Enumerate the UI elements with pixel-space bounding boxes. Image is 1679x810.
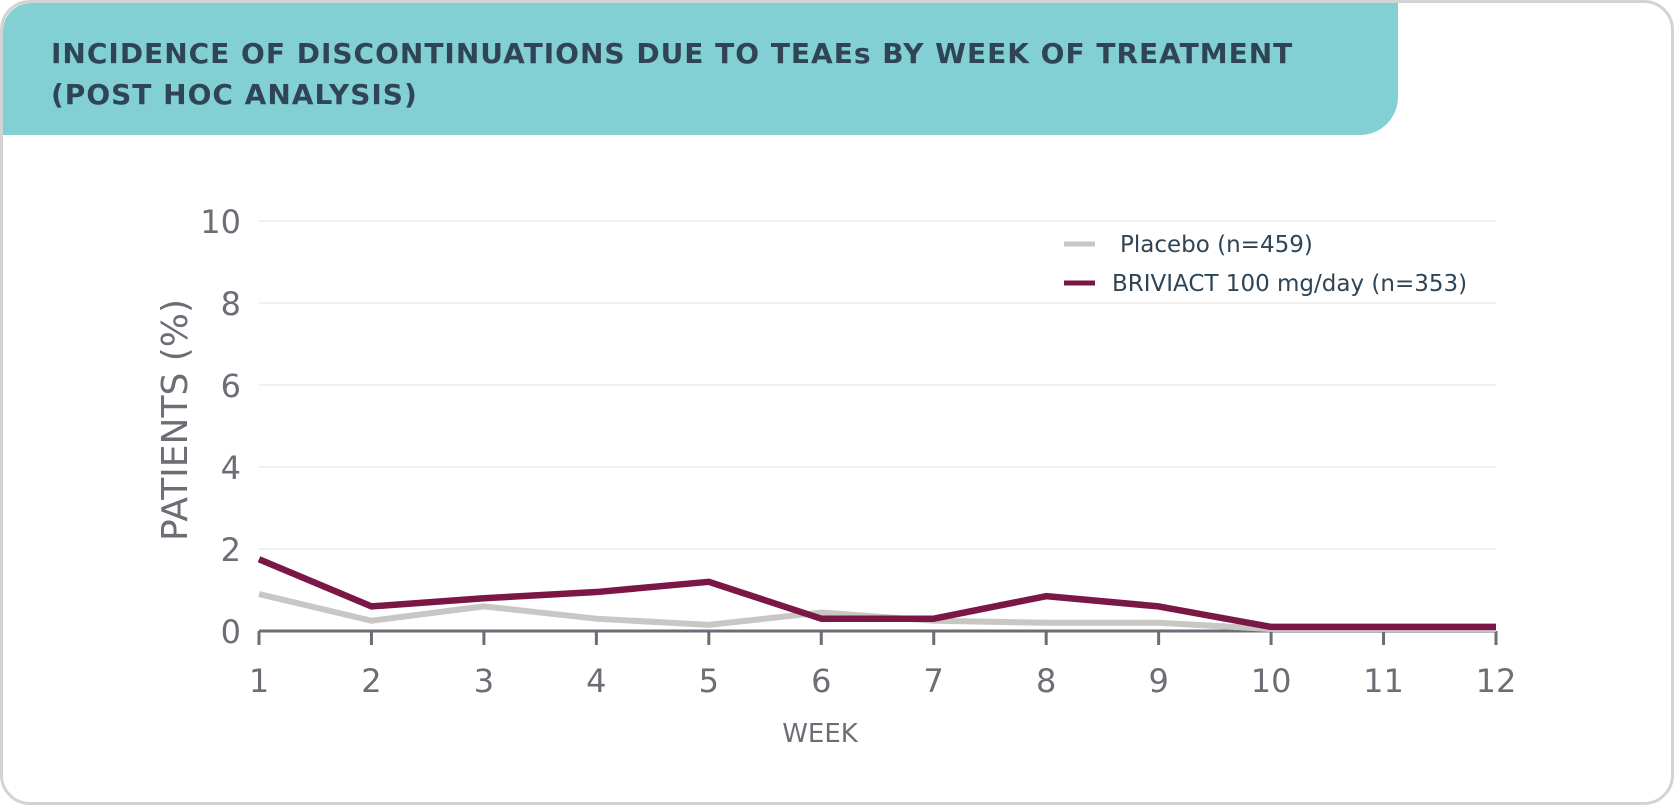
x-tick-label-12: 12 xyxy=(1476,662,1517,700)
x-axis: 1 2 3 4 5 6 7 8 9 10 11 12 xyxy=(249,629,1517,700)
legend-label-placebo: Placebo (n=459) xyxy=(1120,232,1313,258)
x-tick-label-6: 6 xyxy=(811,662,831,700)
chart-title-line-1: INCIDENCE OF DISCONTINUATIONS DUE TO TEA… xyxy=(51,37,1294,70)
y-tick-label-4: 4 xyxy=(221,449,241,487)
y-tick-labels: 0 2 4 6 8 10 xyxy=(200,203,241,651)
x-tick-label-4: 4 xyxy=(586,662,606,700)
y-tick-label-10: 10 xyxy=(200,203,241,241)
y-tick-label-8: 8 xyxy=(221,285,241,323)
legend-label-briviact: BRIVIACT 100 mg/day (n=353) xyxy=(1112,271,1467,297)
y-axis-title: PATIENTS (%) xyxy=(155,299,196,541)
x-tick-label-8: 8 xyxy=(1036,662,1056,700)
gridlines xyxy=(259,220,1496,550)
x-tick-label-11: 11 xyxy=(1363,662,1404,700)
series-lines xyxy=(257,556,1497,632)
x-tick-label-10: 10 xyxy=(1251,662,1292,700)
y-tick-label-0: 0 xyxy=(221,613,241,651)
chart-title: INCIDENCE OF DISCONTINUATIONS DUE TO TEA… xyxy=(51,33,1371,115)
x-axis-title: WEEK xyxy=(782,719,859,749)
legend: Placebo (n=459) BRIVIACT 100 mg/day (n=35… xyxy=(1064,232,1467,297)
x-tick-label-7: 7 xyxy=(924,662,944,700)
x-tick-label-9: 9 xyxy=(1148,662,1168,700)
title-banner: INCIDENCE OF DISCONTINUATIONS DUE TO TEA… xyxy=(3,3,1398,135)
y-tick-label-2: 2 xyxy=(221,531,241,569)
x-tick-label-2: 2 xyxy=(361,662,381,700)
y-tick-label-6: 6 xyxy=(221,367,241,405)
x-tick-label-1: 1 xyxy=(249,662,269,700)
series-line-briviact xyxy=(257,556,1496,631)
x-tick-label-5: 5 xyxy=(699,662,719,700)
x-tick-label-3: 3 xyxy=(474,662,494,700)
chart-title-line-2: (POST HOC ANALYSIS) xyxy=(51,78,418,111)
